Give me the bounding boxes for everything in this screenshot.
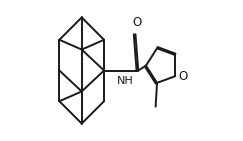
Text: O: O: [133, 16, 142, 29]
Text: O: O: [178, 70, 188, 83]
Text: NH: NH: [117, 76, 134, 86]
